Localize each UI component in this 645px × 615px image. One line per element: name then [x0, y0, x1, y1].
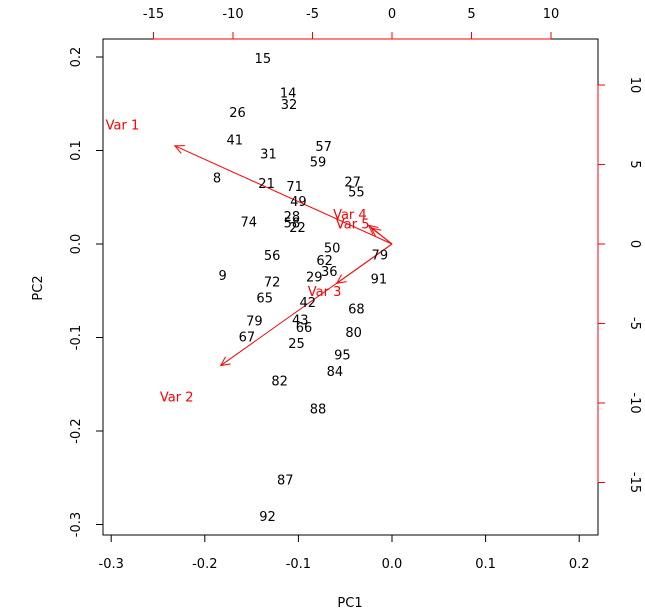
y-tick-label: 0.0 — [69, 234, 84, 255]
observation-label: 49 — [290, 195, 307, 210]
observation-label: 8 — [213, 172, 221, 187]
observation-label: 41 — [226, 133, 243, 148]
observation-label: 68 — [348, 303, 365, 318]
observation-label: 56 — [264, 249, 281, 264]
observation-label: 74 — [241, 216, 258, 231]
observation-label: 32 — [281, 98, 298, 113]
loading-label: Var 1 — [106, 118, 140, 133]
loading-arrowhead — [370, 227, 382, 238]
loading-arrow — [371, 227, 393, 245]
right-tick-label: 0 — [627, 240, 642, 248]
observation-label: 88 — [310, 403, 327, 418]
left-axis: -0.3 -0.2 -0.1 0.0 0.1 0.2 — [69, 47, 104, 537]
observation-label: 80 — [345, 326, 362, 341]
top-tick-label: 0 — [388, 7, 396, 22]
loading-arrowhead — [335, 274, 347, 284]
x-tick-label: 0.0 — [382, 557, 403, 572]
loading-label: Var 4 — [333, 208, 367, 223]
x-tick-label: -0.1 — [286, 557, 311, 572]
observation-label: 22 — [289, 221, 306, 236]
observation-label: 82 — [271, 375, 288, 390]
observation-label: 36 — [321, 265, 338, 280]
observation-label: 92 — [259, 510, 276, 525]
observation-label: 71 — [286, 180, 303, 195]
observation-label: 42 — [299, 296, 316, 311]
top-tick-label: 5 — [467, 7, 475, 22]
top-tick-label: -10 — [222, 7, 243, 22]
loading-label: Var 3 — [308, 285, 342, 300]
observation-label: 14 — [280, 87, 297, 102]
right-tick-label: -15 — [627, 472, 642, 493]
observation-label: 79 — [246, 315, 263, 330]
right-tick-label: -10 — [627, 392, 642, 413]
observation-label: 67 — [239, 331, 256, 346]
plot-frame — [102, 38, 599, 536]
x-tick-label: -0.3 — [99, 557, 124, 572]
observation-label: 65 — [256, 291, 273, 306]
observation-label: 27 — [344, 175, 361, 190]
loading-label: Var 2 — [160, 390, 194, 405]
observation-label: 87 — [277, 474, 294, 489]
loading-arrow — [174, 145, 393, 245]
observation-label: 28 — [284, 210, 301, 225]
y-axis-label: PC2 — [31, 275, 46, 300]
observation-label: 9 — [218, 269, 226, 284]
observation-label: 62 — [316, 254, 333, 269]
right-tick-label: 5 — [627, 160, 642, 168]
observation-label: 57 — [315, 140, 332, 155]
observation-label: 79 — [372, 248, 389, 263]
observation-label: 59 — [310, 156, 327, 171]
top-tick-label: -15 — [143, 7, 164, 22]
top-tick-label: 10 — [543, 7, 560, 22]
observation-label: 66 — [296, 321, 313, 336]
right-tick-label: -5 — [627, 317, 642, 330]
right-axis: 10 5 0 -5 -10 -15 — [597, 77, 642, 493]
y-tick-label: -0.1 — [69, 325, 84, 350]
observation-label: 43 — [292, 314, 309, 329]
y-tick-label: 0.2 — [69, 47, 84, 68]
observation-label: 21 — [258, 177, 275, 192]
bottom-axis: -0.3 -0.2 -0.1 0.0 0.1 0.2 — [99, 534, 590, 572]
top-tick-label: -5 — [306, 7, 319, 22]
observation-label: 25 — [288, 337, 305, 352]
y-tick-label: -0.2 — [69, 418, 84, 443]
right-tick-label: 10 — [627, 77, 642, 94]
loading-label: Var 5 — [336, 217, 370, 232]
observation-label: 15 — [255, 52, 272, 67]
observation-label: 55 — [348, 186, 365, 201]
x-tick-label: 0.2 — [569, 557, 590, 572]
observation-label: 84 — [327, 365, 344, 380]
x-tick-label: 0.1 — [475, 557, 496, 572]
observation-label: 26 — [229, 106, 246, 121]
observation-label: 58 — [284, 216, 301, 231]
observation-label: 31 — [260, 147, 277, 162]
observation-label: 91 — [371, 273, 388, 288]
y-tick-label: 0.1 — [69, 140, 84, 161]
y-tick-label: -0.3 — [69, 512, 84, 537]
x-axis-label: PC1 — [337, 596, 362, 611]
observation-label: 72 — [264, 275, 281, 290]
x-tick-label: -0.2 — [192, 557, 217, 572]
loading-arrowhead — [367, 224, 379, 235]
loading-arrowhead — [173, 145, 185, 154]
top-axis: -15 -10 -5 0 5 10 — [143, 7, 560, 40]
observation-label: 95 — [334, 348, 351, 363]
loading-arrow — [336, 243, 393, 284]
observation-label: 29 — [306, 271, 323, 286]
observation-label: 50 — [324, 242, 341, 257]
loading-arrowhead — [219, 356, 231, 367]
